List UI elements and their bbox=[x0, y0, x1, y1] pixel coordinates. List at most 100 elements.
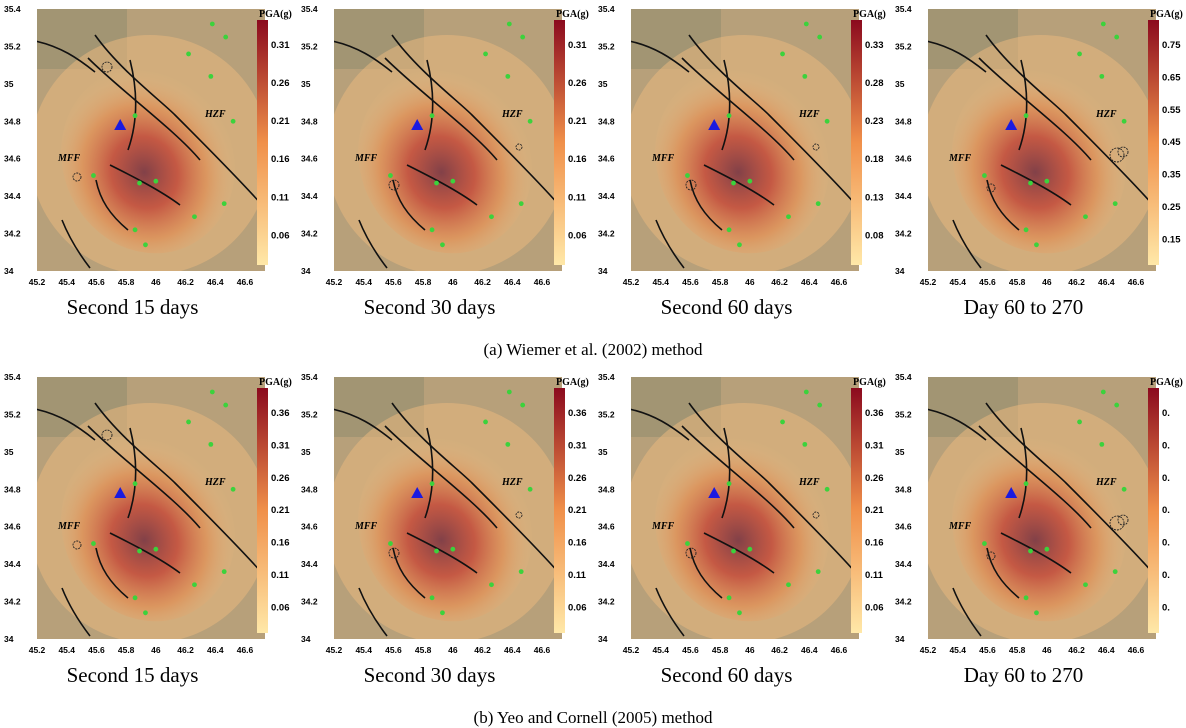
pga-heat-zone bbox=[952, 66, 1126, 254]
x-tick-label: 46 bbox=[1042, 277, 1052, 287]
colorbar-tick-label: 0.75 bbox=[1162, 40, 1181, 51]
aftershock-circle bbox=[1117, 514, 1129, 526]
fault-line bbox=[721, 427, 731, 519]
x-tick-label: 46.2 bbox=[771, 645, 788, 655]
fault-line bbox=[703, 164, 775, 206]
x-tick-label: 46.2 bbox=[177, 277, 194, 287]
colorbar-tick-label: 0.36 bbox=[568, 408, 587, 419]
fault-line bbox=[61, 587, 91, 637]
y-tick-label: 35.2 bbox=[301, 409, 318, 419]
fault-line bbox=[334, 40, 393, 73]
colorbar-title: PGA(g) bbox=[556, 377, 589, 388]
colorbar bbox=[1148, 20, 1159, 265]
x-tick-label: 45.4 bbox=[652, 277, 669, 287]
colorbar-tick-label: 0.36 bbox=[271, 408, 290, 419]
station-marker bbox=[132, 113, 138, 119]
station-marker bbox=[726, 113, 732, 119]
y-tick-label: 34.8 bbox=[895, 484, 912, 494]
colorbar-title: PGA(g) bbox=[259, 377, 292, 388]
station-marker bbox=[429, 227, 435, 233]
fault-line bbox=[392, 179, 426, 231]
colorbar-tick-label: 0.16 bbox=[568, 538, 587, 549]
station-marker bbox=[429, 481, 435, 487]
y-tick-label: 34.2 bbox=[301, 229, 318, 239]
panel-caption: Second 60 days bbox=[660, 663, 793, 687]
x-tick-label: 46.2 bbox=[771, 277, 788, 287]
fault-line bbox=[127, 59, 137, 151]
x-tick-label: 45.8 bbox=[118, 277, 135, 287]
y-tick-label: 35.4 bbox=[895, 4, 912, 14]
station-marker bbox=[91, 173, 96, 178]
y-tick-label: 34.6 bbox=[4, 154, 21, 164]
fault-line bbox=[87, 57, 201, 161]
x-tick-label: 46.6 bbox=[1128, 645, 1145, 655]
fault-line bbox=[406, 532, 478, 574]
station-marker bbox=[982, 173, 987, 178]
row-title: (a) Wiemer et al. (2002) method bbox=[483, 340, 703, 359]
colorbar-tick-label: 0.26 bbox=[568, 78, 587, 89]
aftershock-circle bbox=[72, 540, 82, 550]
station-marker bbox=[132, 227, 138, 233]
y-tick-label: 35 bbox=[895, 79, 905, 89]
station-marker bbox=[726, 227, 732, 233]
station-marker bbox=[483, 51, 488, 57]
epicenter-marker bbox=[411, 487, 424, 499]
station-marker bbox=[388, 173, 393, 178]
map-svg: HZF MFF PGA(g) 0.36 0.31 0.26 0.21 0.16 0.11 0.06… bbox=[301, 372, 589, 655]
station-marker bbox=[982, 541, 987, 546]
fault-line bbox=[424, 59, 434, 151]
fault-line bbox=[928, 40, 987, 73]
colorbar-tick-label: 0.06 bbox=[568, 602, 587, 613]
colorbar-tick-label: 0.16 bbox=[271, 538, 290, 549]
y-tick-label: 35.4 bbox=[4, 4, 21, 14]
station-marker bbox=[230, 486, 236, 492]
fault-line bbox=[94, 34, 263, 206]
colorbar-title: PGA(g) bbox=[1150, 377, 1183, 388]
x-tick-label: 46 bbox=[745, 645, 755, 655]
colorbar-tick-label: 0.06 bbox=[271, 230, 290, 241]
y-tick-label: 34 bbox=[895, 634, 905, 644]
row-a: (a) Wiemer et al. (2002) method HZF MFF PG… bbox=[0, 0, 1186, 359]
colorbar-tick-label: 0.16 bbox=[865, 538, 884, 549]
station-marker bbox=[221, 201, 227, 207]
x-tick-label: 46.2 bbox=[474, 277, 491, 287]
fault-line bbox=[384, 425, 498, 529]
panel-caption: Second 60 days bbox=[660, 295, 793, 319]
colorbar-tick-label: 0.08 bbox=[865, 230, 884, 241]
station-marker bbox=[1121, 118, 1127, 124]
map-svg: HZF MFF PGA(g) 0.33 0.28 0.23 0.18 0.13 0.08 35.4… bbox=[598, 4, 886, 287]
station-marker bbox=[434, 548, 439, 554]
fault-label-mff: MFF bbox=[354, 153, 378, 164]
station-marker bbox=[1077, 51, 1082, 57]
station-marker bbox=[520, 402, 526, 408]
fault-label-hzf: HZF bbox=[501, 109, 523, 120]
station-marker bbox=[803, 389, 809, 395]
colorbar-tick-label: 0.26 bbox=[271, 473, 290, 484]
station-marker bbox=[450, 546, 456, 552]
station-marker bbox=[1077, 419, 1082, 425]
fault-line bbox=[985, 34, 1154, 206]
aftershock-circle bbox=[812, 143, 820, 151]
colorbar-tick-label: 0.31 bbox=[865, 440, 884, 451]
fault-line bbox=[721, 59, 731, 151]
x-tick-label: 46 bbox=[448, 277, 458, 287]
colorbar-tick-label: 0.11 bbox=[271, 192, 290, 203]
aftershock-circle bbox=[515, 511, 523, 519]
y-tick-label: 35.2 bbox=[895, 409, 912, 419]
x-tick-label: 45.2 bbox=[920, 645, 937, 655]
map-area bbox=[334, 9, 562, 271]
fault-label-mff: MFF bbox=[354, 521, 378, 532]
epicenter-marker bbox=[1005, 119, 1018, 131]
colorbar-title: PGA(g) bbox=[556, 9, 589, 20]
x-tick-label: 45.6 bbox=[979, 277, 996, 287]
colorbar bbox=[851, 20, 862, 265]
y-tick-label: 35 bbox=[301, 447, 311, 457]
station-marker bbox=[726, 595, 732, 601]
station-marker bbox=[1114, 34, 1120, 40]
x-tick-label: 45.2 bbox=[326, 277, 343, 287]
x-tick-label: 45.8 bbox=[415, 277, 432, 287]
station-marker bbox=[388, 541, 393, 546]
station-marker bbox=[1112, 201, 1118, 207]
x-tick-label: 45.8 bbox=[118, 645, 135, 655]
x-tick-label: 45.6 bbox=[682, 645, 699, 655]
